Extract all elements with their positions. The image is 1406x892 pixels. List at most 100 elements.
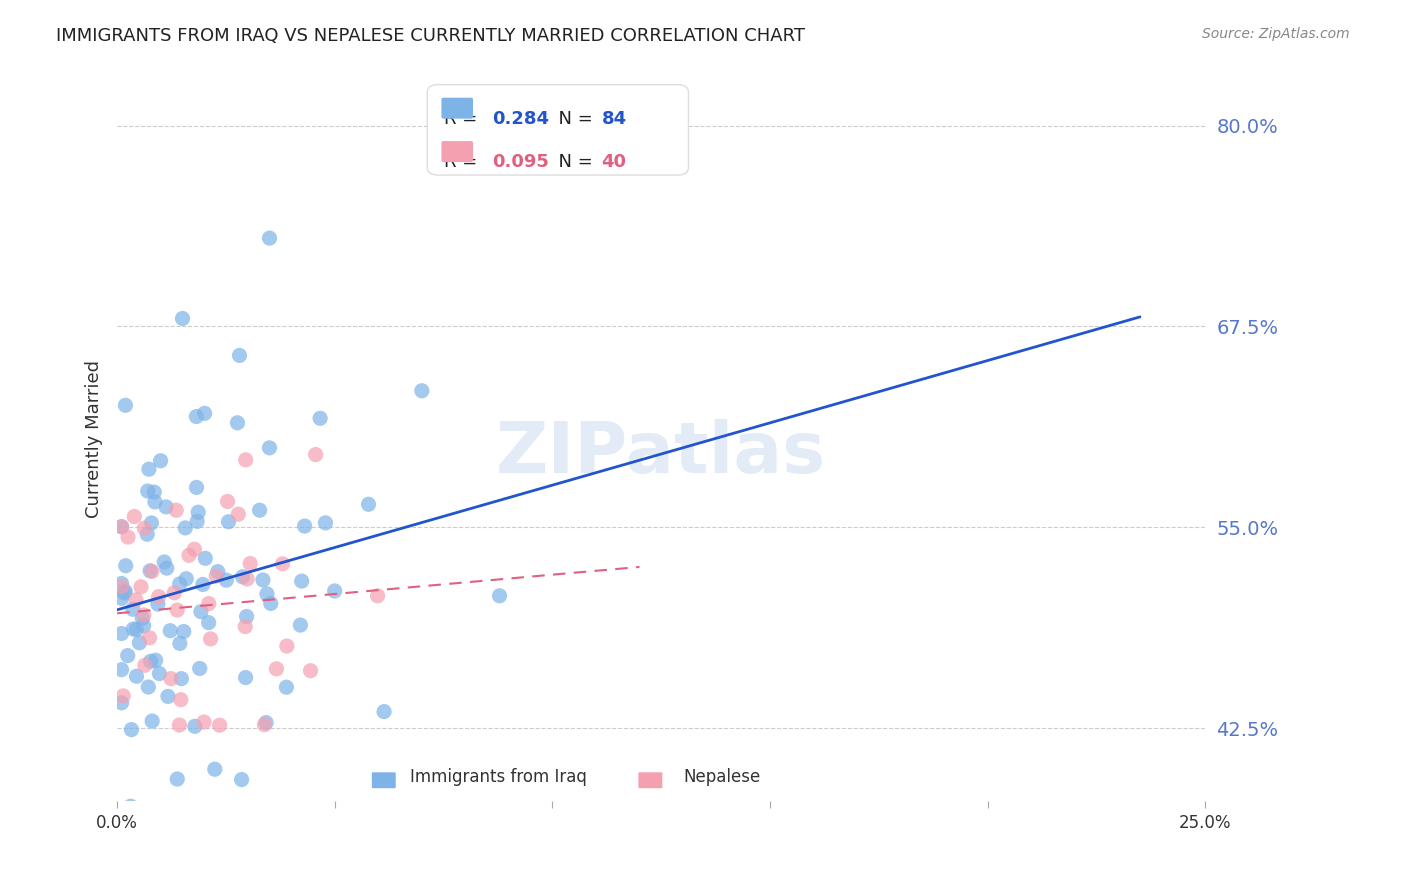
Text: ZIPatlas: ZIPatlas [496,419,827,488]
Immigrants from Iraq [373,705,395,719]
Nepalese [124,509,146,524]
Immigrants from Iraq [143,495,166,509]
Immigrants from Iraq [110,663,132,677]
Immigrants from Iraq [149,454,172,468]
Immigrants from Iraq [184,719,207,733]
Nepalese [166,603,188,617]
Immigrants from Iraq [231,772,253,787]
Nepalese [193,714,215,729]
Immigrants from Iraq [256,587,278,601]
Immigrants from Iraq [357,497,380,511]
Immigrants from Iraq [259,231,281,245]
Y-axis label: Currently Married: Currently Married [86,360,103,518]
Immigrants from Iraq [114,558,136,573]
Immigrants from Iraq [204,762,226,776]
Text: 84: 84 [602,110,627,128]
Immigrants from Iraq [110,696,132,710]
Nepalese [367,589,389,603]
Immigrants from Iraq [136,483,159,498]
Immigrants from Iraq [136,680,159,694]
Immigrants from Iraq [323,584,346,599]
Nepalese [112,689,135,703]
Immigrants from Iraq [174,521,197,535]
Immigrants from Iraq [194,406,217,420]
Immigrants from Iraq [169,875,191,889]
Immigrants from Iraq [131,611,153,625]
Immigrants from Iraq [169,577,191,591]
Nepalese [236,572,259,586]
Nepalese [239,557,262,571]
Immigrants from Iraq [132,618,155,632]
Nepalese [305,448,328,462]
Nepalese [138,631,160,645]
Immigrants from Iraq [235,609,257,624]
Nepalese [197,597,219,611]
Text: Source: ZipAtlas.com: Source: ZipAtlas.com [1202,27,1350,41]
Immigrants from Iraq [139,564,162,578]
Immigrants from Iraq [159,624,181,638]
Immigrants from Iraq [186,514,208,528]
Immigrants from Iraq [290,618,312,632]
Nepalese [165,503,187,517]
Immigrants from Iraq [488,589,510,603]
Nepalese [170,692,193,706]
Nepalese [217,494,239,508]
Immigrants from Iraq [232,570,254,584]
Immigrants from Iraq [114,398,136,412]
Text: R =: R = [444,110,482,128]
Immigrants from Iraq [110,576,132,591]
Immigrants from Iraq [125,623,148,637]
Nepalese [134,521,156,535]
Immigrants from Iraq [110,519,132,533]
Immigrants from Iraq [235,671,257,685]
FancyBboxPatch shape [441,141,472,162]
Nepalese [141,565,163,579]
Nepalese [183,542,205,557]
Nepalese [110,520,132,534]
Immigrants from Iraq [138,462,160,476]
Immigrants from Iraq [276,680,298,694]
Immigrants from Iraq [166,772,188,786]
Nepalese [125,592,148,607]
Immigrants from Iraq [190,605,212,619]
Immigrants from Iraq [141,516,163,530]
Immigrants from Iraq [191,577,214,591]
Immigrants from Iraq [207,565,229,579]
Nepalese [110,580,132,594]
Immigrants from Iraq [117,648,139,663]
Immigrants from Iraq [228,348,250,362]
Immigrants from Iraq [172,311,194,326]
Nepalese [134,658,156,673]
Immigrants from Iraq [309,411,332,425]
Immigrants from Iraq [197,615,219,630]
Text: 0.095: 0.095 [492,153,550,171]
Immigrants from Iraq [156,690,179,704]
Immigrants from Iraq [120,723,142,737]
Text: 0.284: 0.284 [492,110,550,128]
Immigrants from Iraq [174,572,197,586]
FancyBboxPatch shape [371,772,395,789]
Nepalese [235,453,257,467]
Immigrants from Iraq [120,799,142,814]
Text: Immigrants from Iraq: Immigrants from Iraq [409,768,586,786]
FancyBboxPatch shape [441,98,472,119]
Immigrants from Iraq [112,586,135,600]
Nepalese [132,607,155,622]
Nepalese [276,639,298,653]
Immigrants from Iraq [226,416,249,430]
Immigrants from Iraq [254,715,277,730]
Text: R =: R = [444,153,482,171]
Immigrants from Iraq [156,561,179,575]
Text: 40: 40 [602,153,627,171]
Text: IMMIGRANTS FROM IRAQ VS NEPALESE CURRENTLY MARRIED CORRELATION CHART: IMMIGRANTS FROM IRAQ VS NEPALESE CURRENT… [56,27,806,45]
Immigrants from Iraq [188,661,211,675]
Immigrants from Iraq [411,384,433,398]
Nepalese [160,672,183,686]
Immigrants from Iraq [186,480,208,494]
Immigrants from Iraq [173,624,195,639]
Nepalese [117,530,139,544]
Immigrants from Iraq [194,551,217,566]
Nepalese [148,590,170,604]
Nepalese [266,662,288,676]
Immigrants from Iraq [110,591,132,606]
